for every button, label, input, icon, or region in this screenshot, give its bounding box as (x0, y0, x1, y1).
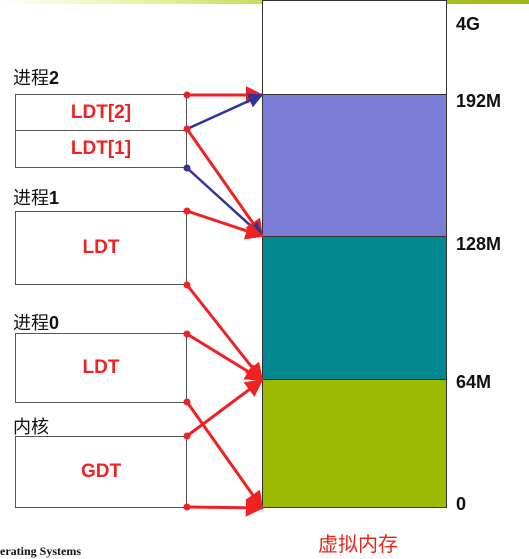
address-label-64M: 64M (456, 372, 492, 392)
kernel-arrows (183, 378, 264, 517)
process-1-ldt-table: LDT (15, 211, 187, 285)
memory-region-128M-192M (262, 94, 447, 237)
virtual-memory-caption: 虚拟内存 (318, 532, 398, 556)
process-2-label: 进程2 (13, 68, 60, 89)
memory-region-0-64M (262, 379, 447, 508)
process-0-ldt-table: LDT (15, 333, 187, 403)
address-label-192M: 192M (456, 91, 502, 111)
memory-region-top (262, 0, 447, 95)
memory-region-64M-128M (262, 236, 447, 380)
kernel-gdt-table: GDT (15, 436, 187, 508)
ldt-1-table: LDT[1] (15, 130, 187, 168)
process-0-arrows (183, 330, 264, 510)
kernel-label: 内核 (13, 417, 49, 438)
ldt-2-table: LDT[2] (15, 94, 187, 131)
address-label-4G: 4G (456, 14, 481, 34)
footer-text: erating Systems (0, 544, 81, 558)
address-label-0: 0 (456, 494, 467, 514)
process-1-arrows (183, 207, 264, 382)
process-1-label: 进程1 (13, 188, 60, 209)
address-label-128M: 128M (456, 234, 502, 254)
process-0-label: 进程0 (13, 313, 60, 334)
